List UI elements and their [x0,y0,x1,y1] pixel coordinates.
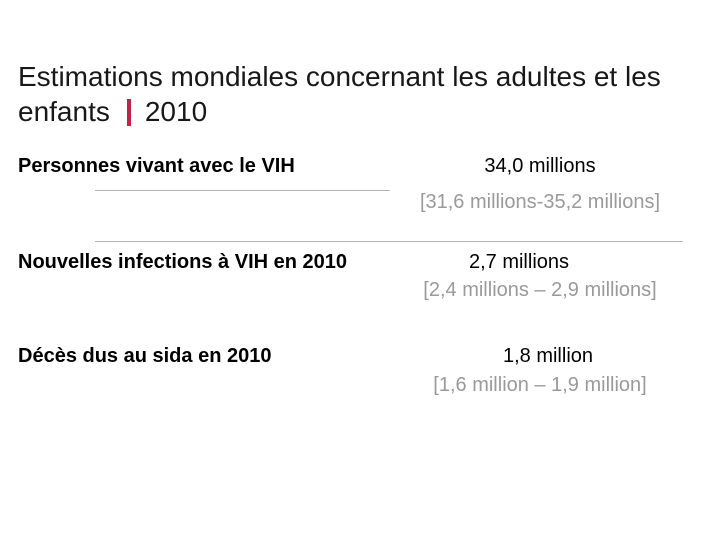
divider-line-2 [95,241,683,242]
title-year: 2010 [144,96,208,127]
stat-value-deces-dus-au-sida-2010: 1,8 million [502,345,594,367]
stat-range-personnes-vivant-avec-le-vih: [31,6 millions-35,2 millions] [419,191,661,213]
stat-label-nouvelles-infections-vih-2010: Nouvelles infections à VIH en 2010 [18,251,348,273]
stat-range-deces-dus-au-sida-2010: [1,6 million – 1,9 million] [433,374,647,396]
divider-line-1 [95,190,390,191]
stat-value-nouvelles-infections-vih-2010: 2,7 millions [468,251,570,273]
stat-range-nouvelles-infections-vih-2010: [2,4 millions – 2,9 millions] [423,279,657,301]
title-line-2-word: enfants [18,96,110,127]
title-line-1: Estimations mondiales concernant les adu… [18,61,661,92]
stat-label-personnes-vivant-avec-le-vih: Personnes vivant avec le VIH [18,155,295,177]
stat-value-personnes-vivant-avec-le-vih: 34,0 millions [484,155,596,177]
accent-bar-separator [126,99,131,126]
stat-label-deces-dus-au-sida-2010: Décès dus au sida en 2010 [18,345,272,367]
page-title: Estimations mondiales concernant les adu… [18,59,661,129]
title-line-2: enfants 2010 [18,94,661,129]
